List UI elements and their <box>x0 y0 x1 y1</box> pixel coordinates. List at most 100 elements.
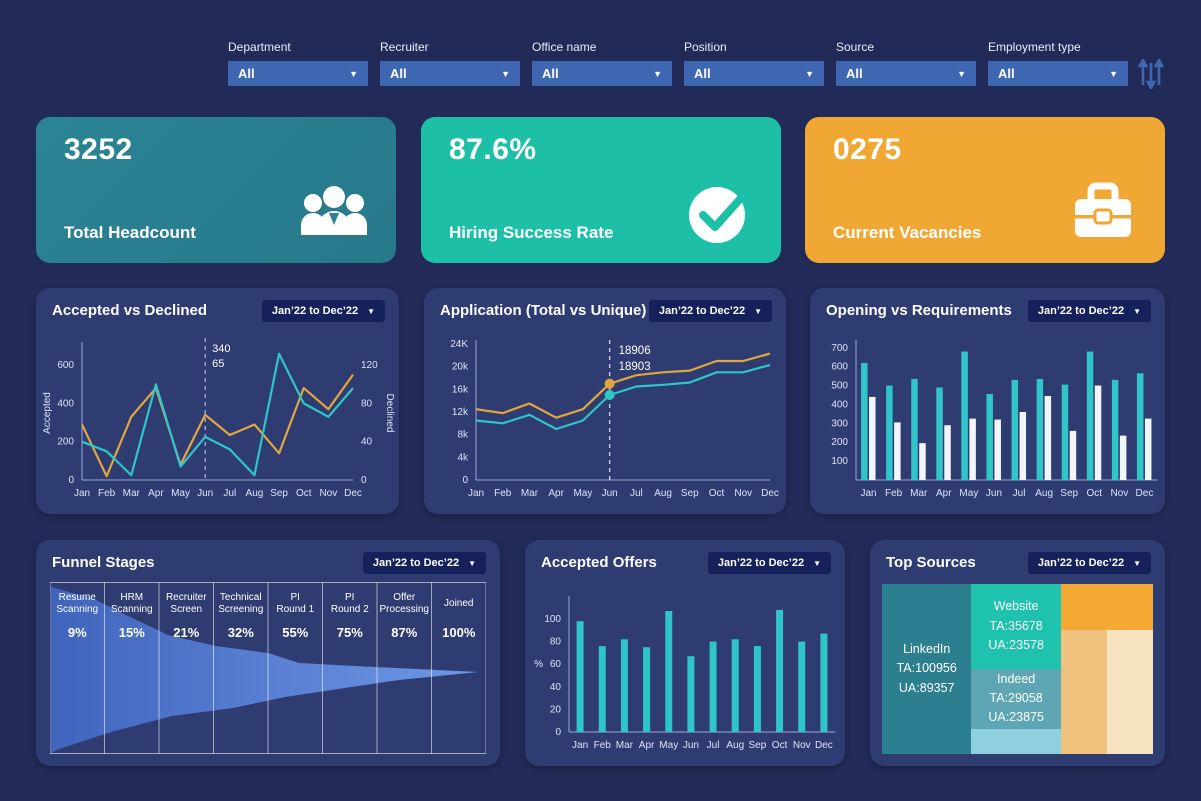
svg-text:Jan: Jan <box>572 740 588 751</box>
filter-sliders-icon[interactable] <box>1136 57 1166 91</box>
filter-source-select[interactable]: All ▼ <box>836 61 976 86</box>
svg-text:Screening: Screening <box>218 604 263 615</box>
period-value: Jan’22 to Dec’22 <box>717 557 805 569</box>
requirements-bar <box>994 419 1001 480</box>
requirements-bar <box>969 418 976 480</box>
filter-employment-type-select[interactable]: All ▼ <box>988 61 1128 86</box>
svg-text:18903: 18903 <box>619 361 651 373</box>
svg-text:Aug: Aug <box>654 488 672 499</box>
source-ua: UA:23875 <box>988 710 1044 725</box>
period-dropdown[interactable]: Jan’22 to Dec’22 ▼ <box>362 552 486 574</box>
funnel-stage-pct: 21% <box>173 625 199 640</box>
svg-text:700: 700 <box>831 343 848 354</box>
offers-bar <box>687 656 695 732</box>
panel-title: Top Sources <box>886 554 976 571</box>
treemap-indeed[interactable]: Indeed TA:29058 UA:23875 <box>971 669 1061 729</box>
svg-text:Dec: Dec <box>344 488 362 499</box>
treemap-linkedin[interactable]: LinkedIn TA:100956 UA:89357 <box>882 584 972 754</box>
svg-text:Mar: Mar <box>910 488 928 499</box>
treemap-website[interactable]: Website TA:35678 UA:23578 <box>971 584 1061 669</box>
offers-bar <box>820 633 828 732</box>
opening-bar <box>1111 379 1119 480</box>
treemap-tile-light[interactable] <box>971 728 1061 754</box>
svg-text:May: May <box>959 488 978 499</box>
svg-text:Recruiter: Recruiter <box>166 592 207 603</box>
offers-bar <box>798 641 806 732</box>
svg-text:PI: PI <box>291 592 300 603</box>
panel-accepted-offers: Accepted Offers Jan’22 to Dec’22 ▼ 0 20 40… <box>525 540 845 766</box>
svg-text:Oct: Oct <box>709 488 725 499</box>
filter-department-select[interactable]: All ▼ <box>228 61 368 86</box>
filter-office-name: Office name All ▼ <box>532 40 672 86</box>
svg-text:Jul: Jul <box>630 488 643 499</box>
svg-text:24K: 24K <box>450 339 468 350</box>
panel-top-sources: Top Sources Jan’22 to Dec’22 ▼ LinkedIn … <box>870 540 1165 766</box>
filter-position: Position All ▼ <box>684 40 824 86</box>
svg-text:340: 340 <box>212 343 230 355</box>
requirements-bar <box>1069 430 1077 480</box>
source-ua: UA:23578 <box>988 638 1044 653</box>
accepted-line <box>81 374 354 478</box>
svg-text:40: 40 <box>550 682 562 693</box>
period-dropdown[interactable]: Jan’22 to Dec’22 ▼ <box>707 552 831 574</box>
opening-bar <box>1011 379 1019 480</box>
panel-title: Accepted vs Declined <box>52 302 208 319</box>
svg-text:4k: 4k <box>457 452 469 463</box>
svg-text:400: 400 <box>57 398 74 409</box>
check-circle-icon <box>681 173 757 249</box>
period-dropdown[interactable]: Jan’22 to Dec’22 ▼ <box>648 300 772 322</box>
filter-value: All <box>238 66 255 81</box>
svg-text:8k: 8k <box>457 430 469 441</box>
svg-text:80: 80 <box>550 637 562 648</box>
svg-text:Nov: Nov <box>734 488 752 499</box>
filter-label: Department <box>228 40 291 54</box>
period-dropdown[interactable]: Jan’22 to Dec’22 ▼ <box>1027 300 1151 322</box>
period-value: Jan’22 to Dec’22 <box>658 305 746 317</box>
treemap-tile-cream[interactable] <box>1106 629 1153 754</box>
filter-office-name-select[interactable]: All ▼ <box>532 61 672 86</box>
kpi-value: 0275 <box>833 133 902 166</box>
svg-text:Oct: Oct <box>1087 488 1103 499</box>
svg-text:200: 200 <box>57 437 74 448</box>
svg-text:HRM: HRM <box>120 592 143 603</box>
funnel-stage-pct: 15% <box>119 625 145 640</box>
kpi-label: Total Headcount <box>64 223 196 242</box>
svg-text:Sep: Sep <box>749 740 767 751</box>
opening-bar <box>861 362 868 480</box>
svg-text:Mar: Mar <box>123 488 141 499</box>
unique-marker-dot <box>604 390 615 400</box>
svg-text:Feb: Feb <box>494 488 512 499</box>
treemap-tile-orange[interactable] <box>1060 584 1153 630</box>
source-name: Indeed <box>997 671 1036 686</box>
requirements-bar <box>894 422 901 480</box>
svg-text:Round 2: Round 2 <box>331 604 369 615</box>
chevron-down-icon: ▼ <box>1133 306 1141 316</box>
requirements-bar <box>1019 412 1027 480</box>
svg-text:Oct: Oct <box>772 740 788 751</box>
filter-value: All <box>846 66 863 81</box>
svg-text:65: 65 <box>212 358 224 370</box>
treemap-tile-tan[interactable] <box>1060 629 1107 754</box>
svg-text:80: 80 <box>361 398 373 409</box>
svg-text:May: May <box>573 488 592 499</box>
source-name: Website <box>993 599 1039 614</box>
period-dropdown[interactable]: Jan’22 to Dec’22 ▼ <box>261 300 385 322</box>
period-dropdown[interactable]: Jan’22 to Dec’22 ▼ <box>1027 552 1151 574</box>
requirements-bar <box>1044 395 1052 480</box>
requirements-bar <box>919 443 926 480</box>
people-icon <box>296 173 372 249</box>
svg-text:100: 100 <box>544 614 561 625</box>
filter-recruiter-select[interactable]: All ▼ <box>380 61 520 86</box>
filter-value: All <box>998 66 1015 81</box>
panel-title: Funnel Stages <box>52 554 155 571</box>
svg-text:0: 0 <box>68 475 74 486</box>
svg-text:400: 400 <box>831 399 848 410</box>
offers-bar <box>753 646 761 732</box>
svg-text:May: May <box>659 740 678 751</box>
svg-text:120: 120 <box>361 360 378 371</box>
svg-text:40: 40 <box>361 437 373 448</box>
panel-title: Accepted Offers <box>541 554 657 571</box>
filter-position-select[interactable]: All ▼ <box>684 61 824 86</box>
panel-title: Application (Total vs Unique) <box>440 302 647 319</box>
source-ta: TA:35678 <box>989 618 1043 633</box>
